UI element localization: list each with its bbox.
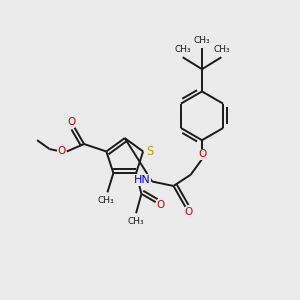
Text: O: O [68, 117, 76, 127]
Text: CH₃: CH₃ [213, 45, 230, 54]
Text: O: O [184, 207, 193, 217]
Text: CH₃: CH₃ [128, 217, 144, 226]
Text: CH₃: CH₃ [194, 36, 210, 45]
Text: O: O [57, 146, 66, 156]
Text: CH₃: CH₃ [98, 196, 114, 205]
Text: O: O [198, 149, 206, 160]
Text: CH₃: CH₃ [174, 45, 191, 54]
Text: O: O [156, 200, 164, 210]
Text: S: S [146, 145, 153, 158]
Text: HN: HN [134, 175, 151, 185]
